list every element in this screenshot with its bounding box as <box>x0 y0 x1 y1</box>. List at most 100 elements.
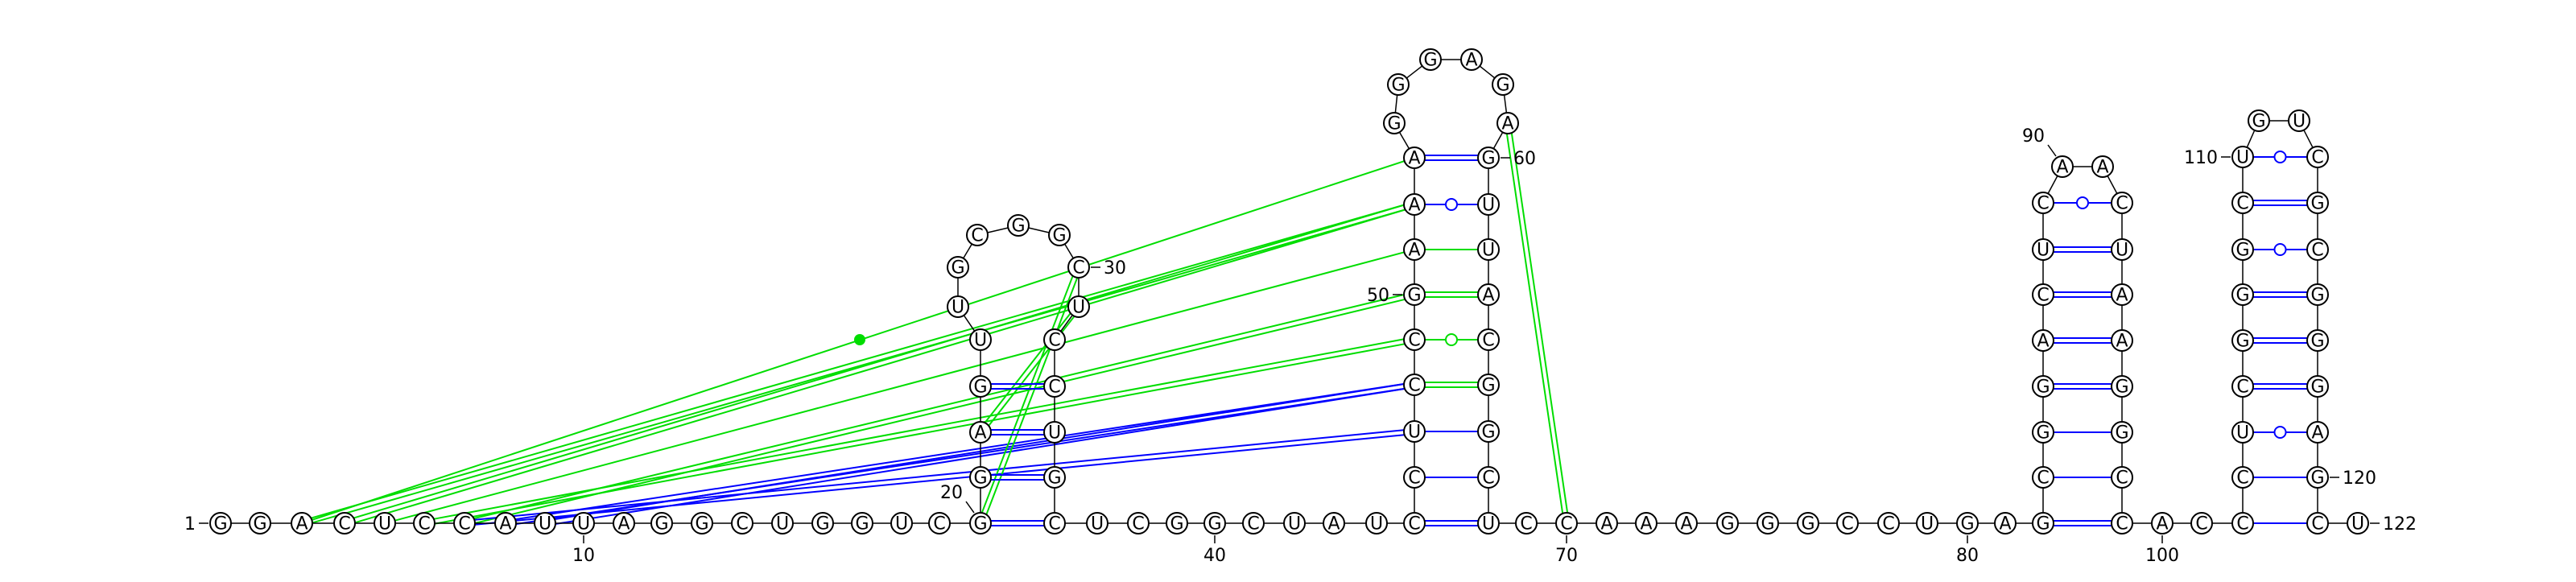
nucleotide-circle <box>2347 512 2369 535</box>
nucleotide: G <box>1007 214 1030 237</box>
nucleotide-circle <box>1477 374 1500 396</box>
nucleotide-letter: G <box>2115 378 2128 398</box>
nucleotide-letter: G <box>2036 378 2050 398</box>
nucleotide-circle <box>890 512 913 535</box>
nucleotide-letter: A <box>1680 514 1692 535</box>
nucleotide: C <box>1403 328 1426 351</box>
nucleotide-letter: G <box>2036 514 2050 535</box>
nucleotide-letter: G <box>253 514 266 535</box>
nucleotide-circle <box>1127 512 1150 535</box>
backbone-segment <box>963 315 976 332</box>
nucleotide-letter: A <box>1482 286 1494 306</box>
nucleotide: G <box>1757 512 1779 535</box>
backbone-segment <box>2303 130 2314 148</box>
nucleotide-circle <box>572 512 595 535</box>
nucleotide-letter: U <box>2236 423 2249 444</box>
nucleotide-circle <box>1283 512 1306 535</box>
nucleotide-circle <box>2231 466 2254 489</box>
nucleotide-letter: U <box>1482 514 1495 535</box>
nucleotide-circle <box>2111 238 2133 261</box>
nucleotide: G <box>1203 512 1226 535</box>
nucleotide-letter: C <box>2116 514 2128 535</box>
nucleotide: C <box>966 224 989 246</box>
nucleotide: C <box>1477 466 1500 489</box>
nucleotide: C <box>2111 192 2133 214</box>
nucleotide-circle <box>2306 283 2329 306</box>
nucleotide: C <box>413 512 436 535</box>
nucleotide-letter: C <box>1841 514 1853 535</box>
nucleotide: A <box>1496 112 1519 134</box>
nucleotide-letter: A <box>1408 196 1420 216</box>
nucleotide-circle <box>2032 512 2054 535</box>
nucleotide-circle <box>2091 155 2114 178</box>
nucleotide: G <box>811 512 834 535</box>
nucleotide: G <box>1048 224 1071 246</box>
nucleotide: G <box>1419 48 1442 71</box>
nucleotide-letter: U <box>2351 514 2364 535</box>
nucleotide-letter: C <box>1482 468 1494 489</box>
nucleotide-circle <box>2306 329 2329 352</box>
nucleotide-circle <box>650 512 673 535</box>
nucleotide-letter: G <box>2235 332 2249 352</box>
nucleotide-letter: C <box>2236 378 2248 398</box>
nucleotide-letter: G <box>951 258 964 279</box>
nucleotide-circle <box>1403 283 1426 306</box>
nucleotide-letter: U <box>539 514 551 535</box>
nucleotide: G <box>2306 192 2329 214</box>
nucleotide-letter: G <box>2310 468 2324 489</box>
long-range-pair-line <box>312 208 1406 524</box>
nucleotide-letter: G <box>1407 286 1421 306</box>
nucleotide: A <box>2051 155 2074 178</box>
nucleotide-circle <box>1323 512 1345 535</box>
nucleotide-circle <box>1477 466 1500 489</box>
nucleotide: G <box>691 512 713 535</box>
nucleotide-circle <box>2231 329 2254 352</box>
nucleotide-circle <box>1365 512 1388 535</box>
nucleotide-circle <box>1675 512 1698 535</box>
nucleotide-letter: G <box>1481 149 1495 169</box>
nucleotide-letter: C <box>2236 514 2248 535</box>
nucleotide: C <box>2111 512 2133 535</box>
backbone-segment <box>1479 65 1496 79</box>
nucleotide-circle <box>1477 238 1500 261</box>
nucleotide-circle <box>966 224 989 246</box>
nucleotide-letter: G <box>1208 514 1221 535</box>
nucleotide-letter: C <box>2037 468 2049 489</box>
nucleotide: A <box>1477 283 1500 306</box>
nucleotide: G <box>947 256 969 279</box>
nucleotide-letter: U <box>2293 112 2306 132</box>
nucleotide-circle <box>291 512 313 535</box>
nucleotide-letter: U <box>2116 241 2128 261</box>
nucleotide: G <box>1166 512 1188 535</box>
nucleotide: C <box>2190 512 2213 535</box>
position-label: 30 <box>1104 258 1126 279</box>
nucleotide-letter: G <box>2310 286 2324 306</box>
nucleotide-letter: U <box>1482 196 1495 216</box>
nucleotide-circle <box>1515 512 1538 535</box>
nucleotide: U <box>1067 295 1090 318</box>
long-range-pair-line <box>980 275 1074 514</box>
nucleotide-circle <box>969 466 992 489</box>
nucleotide-letter: G <box>2310 194 2324 214</box>
nucleotide-letter: G <box>1720 514 1734 535</box>
nucleotide: C <box>453 512 476 535</box>
nucleotide-letter: C <box>1048 514 1060 535</box>
nucleotide-letter: G <box>2036 423 2050 444</box>
nucleotide-circle <box>2306 466 2329 489</box>
nucleotide-letter: A <box>1600 514 1612 535</box>
nucleotide-circle <box>2248 109 2270 132</box>
nucleotide-circle <box>1877 512 1900 535</box>
nucleotide-letter: A <box>1999 514 2011 535</box>
nucleotide-letter: C <box>1482 331 1494 351</box>
nucleotide: U <box>2111 238 2133 261</box>
nucleotide-letter: C <box>1408 331 1420 351</box>
backbone-segment <box>1492 131 1504 150</box>
nucleotide: G <box>1956 512 1979 535</box>
nucleotide-circle <box>1797 512 1819 535</box>
nucleotide: C <box>2306 146 2329 168</box>
nucleotide: C <box>1242 512 1265 535</box>
nucleotide-letter: G <box>1761 514 1774 535</box>
backbone-segment <box>2246 130 2256 148</box>
position-label: 80 <box>1956 546 1979 566</box>
